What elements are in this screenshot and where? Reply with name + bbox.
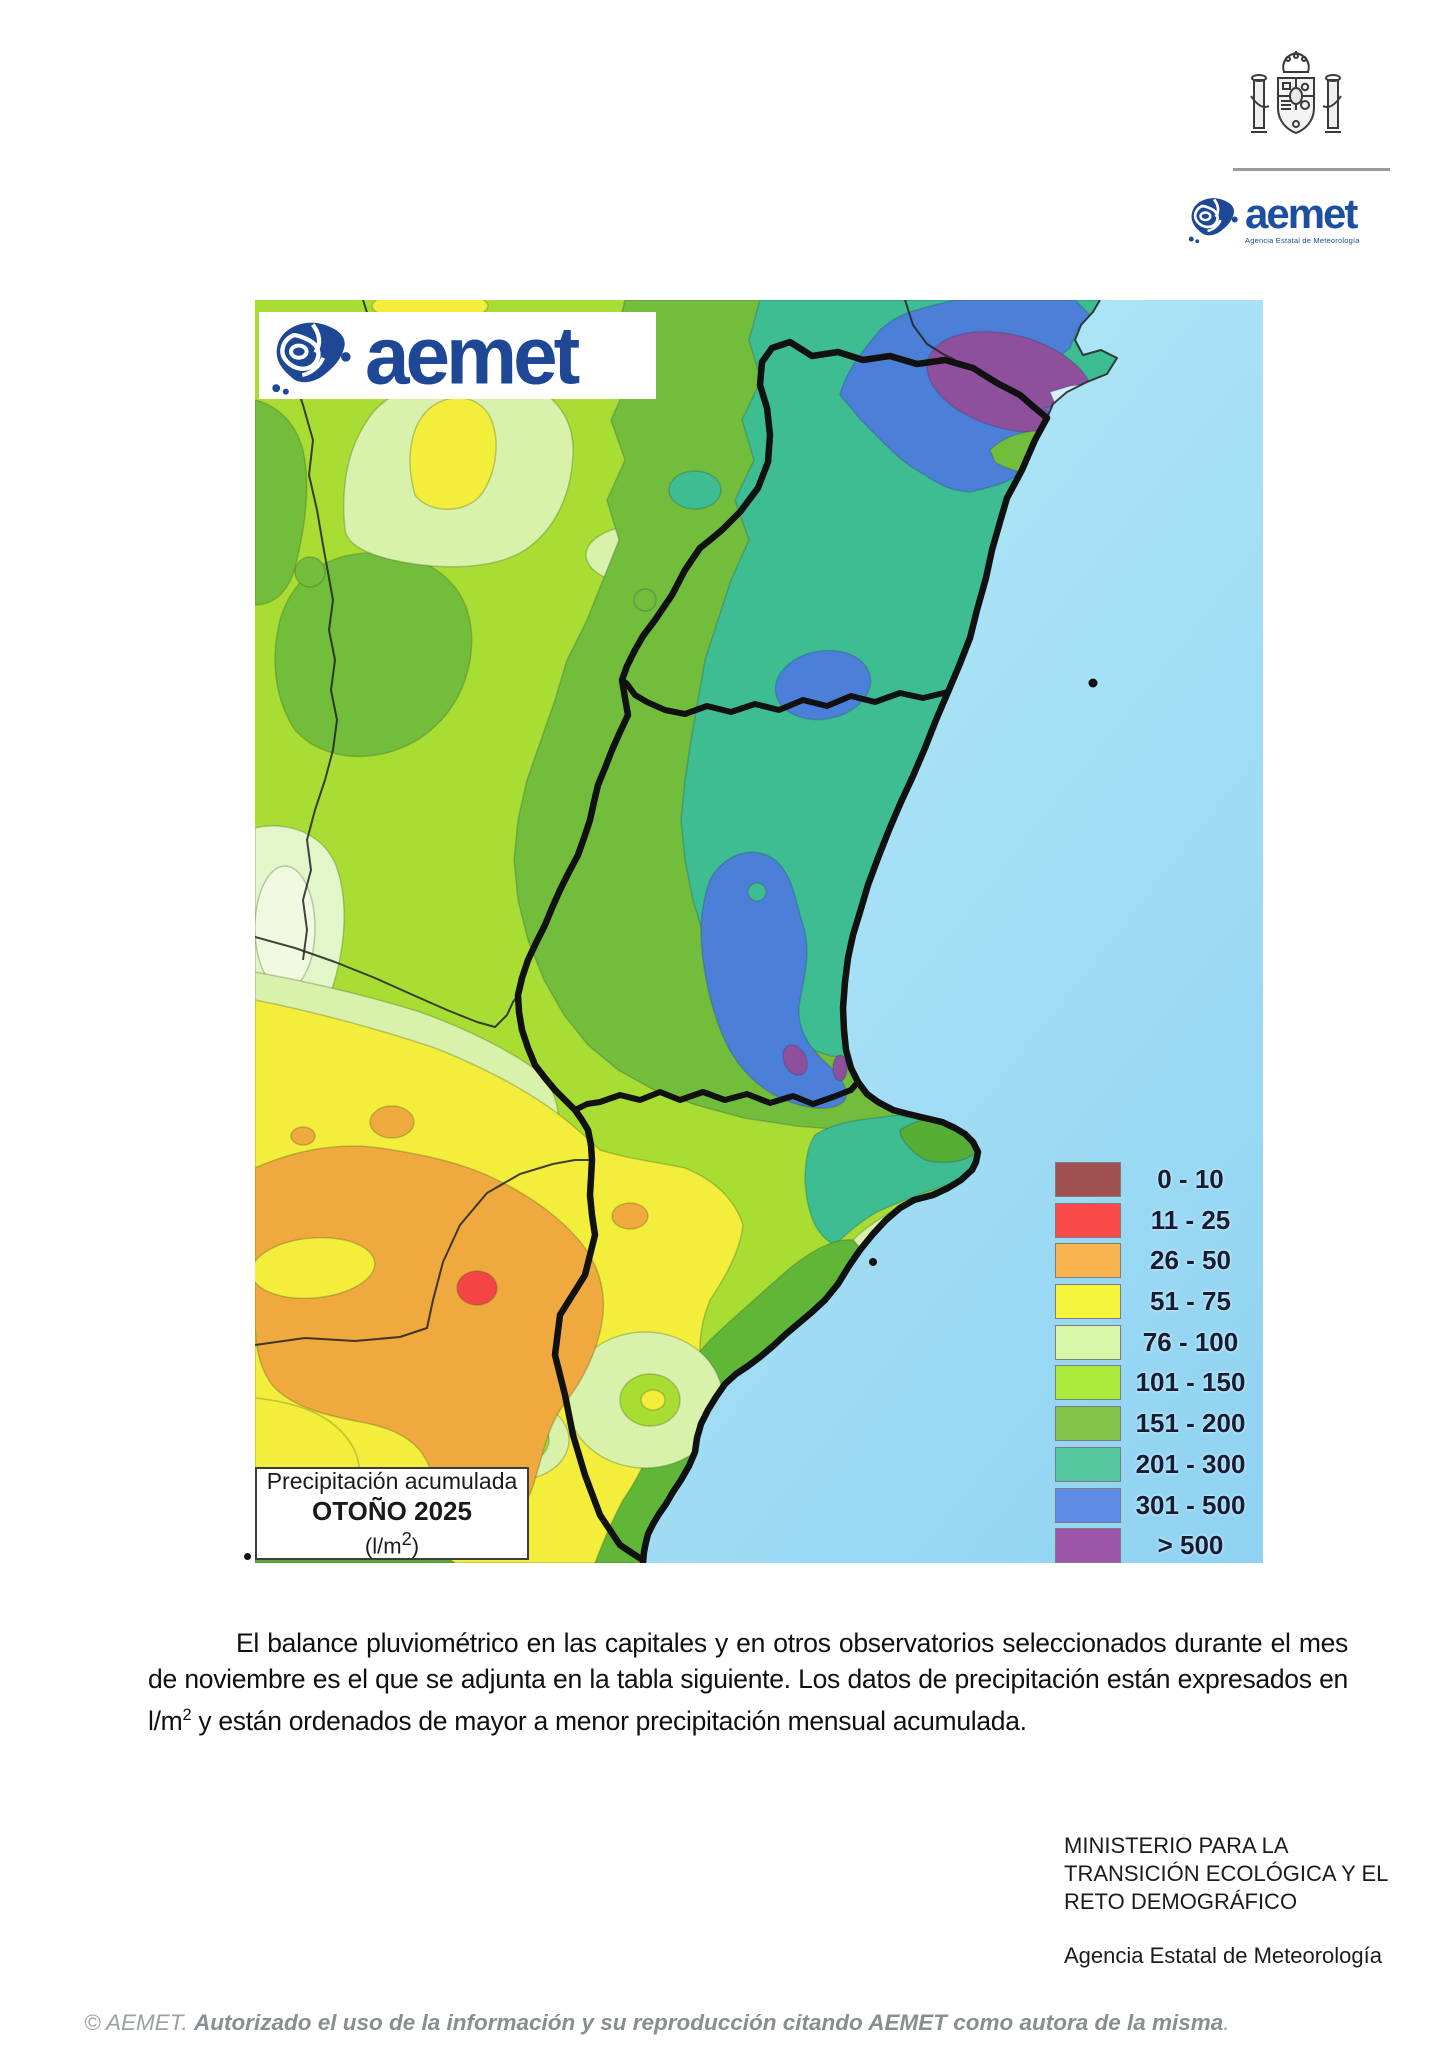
legend-row: 151 - 200 [1055,1406,1260,1442]
map-title-units: (l/m2) [364,1527,420,1559]
legend-row: 11 - 25 [1055,1202,1260,1238]
legend-row: 101 - 150 [1055,1365,1260,1401]
legend-label: 101 - 150 [1135,1367,1246,1398]
legend-row: 201 - 300 [1055,1446,1260,1482]
legend-label: 151 - 200 [1135,1408,1246,1439]
aemet-logo-icon [1185,194,1241,244]
legend-row: > 500 [1055,1528,1260,1563]
ministry-block: MINISTERIO PARA LA TRANSICIÓN ECOLÓGICA … [1064,1832,1404,1970]
legend-row: 76 - 100 [1055,1324,1260,1360]
legend-swatch [1055,1528,1121,1563]
legend-swatch [1055,1324,1121,1360]
footer-suffix: . [1223,2010,1230,2035]
legend-label: 76 - 100 [1142,1326,1239,1357]
map-aemet-watermark: aemet [259,312,656,399]
footer-bold-text: Autorizado el uso de la información y su… [193,2010,1224,2035]
body-paragraph: El balance pluviométrico en las capitale… [148,1627,1348,1736]
map-legend: 0 - 10 11 - 25 26 - 50 51 - 75 76 - 100 … [1055,1162,1260,1563]
legend-label: 26 - 50 [1150,1245,1231,1276]
ministry-line1: MINISTERIO PARA LA [1064,1833,1289,1858]
agency-line: Agencia Estatal de Meteorología [1064,1943,1382,1968]
legend-label: 201 - 300 [1135,1448,1246,1479]
aemet-brand-text: aemet [1245,190,1358,238]
aemet-brand-tagline: Agencia Estatal de Meteorología [1245,236,1360,246]
footer-prefix: © AEMET. [84,2010,194,2035]
legend-label: 11 - 25 [1150,1204,1231,1235]
legend-swatch [1055,1406,1121,1442]
legend-row: 301 - 500 [1055,1487,1260,1523]
legend-row: 26 - 50 [1055,1243,1260,1279]
map-watermark-text: aemet [365,309,580,401]
superscript-2: 2 [182,1705,192,1724]
legend-label: 0 - 10 [1157,1164,1224,1194]
map-title-line1: Precipitación acumulada [266,1467,518,1494]
header-divider [1233,168,1390,171]
aemet-logo-icon [265,316,357,396]
precipitation-map: aemet Precipitación acumulada OTOÑO 2025… [255,300,1263,1563]
legend-swatch [1055,1284,1121,1320]
copyright-footer: © AEMET. Autorizado el uso de la informa… [84,2010,1284,2036]
legend-row: 51 - 75 [1055,1284,1260,1320]
spain-coat-of-arms-icon [1250,51,1342,135]
legend-swatch [1055,1487,1121,1523]
aemet-header-logo: aemet Agencia Estatal de Meteorología [1185,190,1390,248]
legend-swatch [1055,1162,1121,1197]
legend-swatch [1055,1202,1121,1238]
ministry-line3: RETO DEMOGRÁFICO [1064,1889,1298,1914]
precipitation-map-canvas [255,300,1263,1563]
legend-swatch [1055,1243,1121,1279]
map-title-box: Precipitación acumulada OTOÑO 2025 (l/m2… [255,1467,529,1560]
legend-label: 51 - 75 [1150,1286,1231,1317]
legend-row: 0 - 10 [1055,1162,1260,1197]
legend-swatch [1055,1365,1121,1401]
legend-label: 301 - 500 [1135,1489,1246,1520]
legend-swatch [1055,1446,1121,1482]
map-title-line2: OTOÑO 2025 [312,1495,472,1526]
stray-period-mark [244,1553,251,1560]
legend-label: > 500 [1157,1530,1224,1561]
ministry-line2: TRANSICIÓN ECOLÓGICA Y EL [1064,1861,1389,1886]
